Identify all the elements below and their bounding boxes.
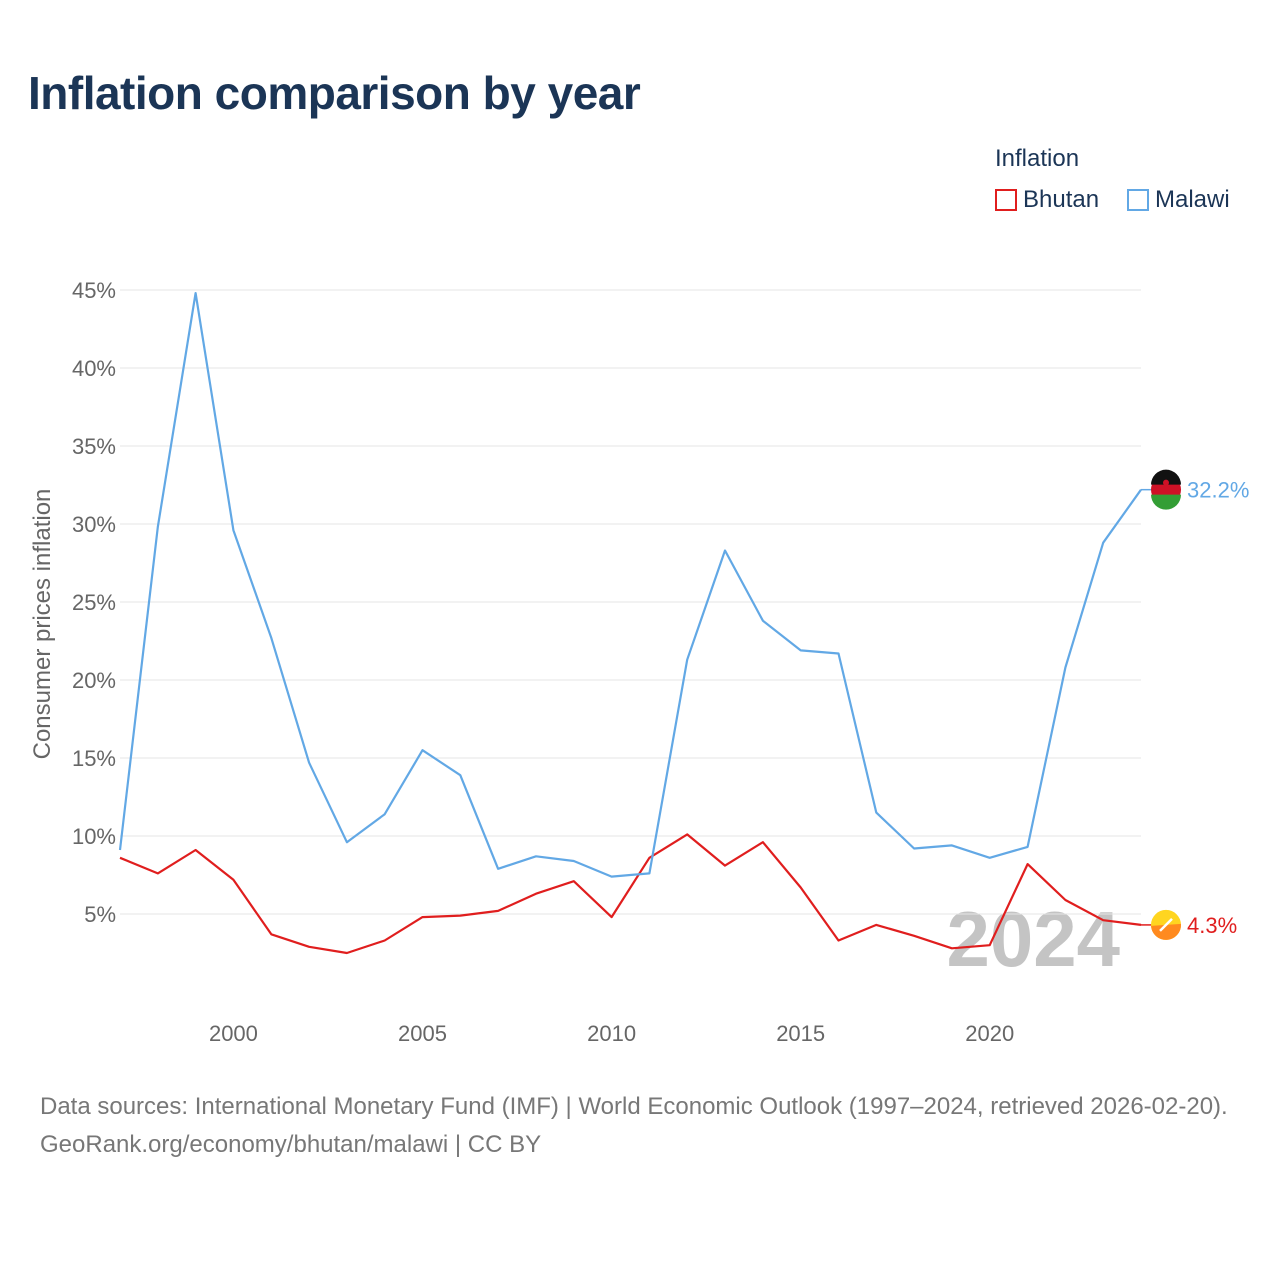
x-tick-label: 2005 <box>398 1021 447 1046</box>
legend-swatch-bhutan <box>995 189 1017 211</box>
malawi-flag-sun <box>1163 479 1169 486</box>
y-axis-label: Consumer prices inflation <box>29 489 56 760</box>
legend-title: Inflation <box>995 145 1080 172</box>
y-tick-label: 35% <box>72 434 116 459</box>
year-watermark: 2024 <box>946 895 1120 983</box>
x-tick-label: 2020 <box>965 1021 1014 1046</box>
series-line-malawi <box>118 292 1142 878</box>
y-tick-label: 5% <box>84 902 116 927</box>
data-sources: Data sources: International Monetary Fun… <box>40 1093 1228 1120</box>
y-tick-label: 25% <box>72 590 116 615</box>
y-tick-label: 40% <box>72 356 116 381</box>
legend-swatch-malawi <box>1127 189 1149 211</box>
footer: Data sources: International Monetary Fun… <box>40 1088 1250 1164</box>
x-tick-label: 2010 <box>587 1021 636 1046</box>
y-tick-label: 15% <box>72 746 116 771</box>
chart-title: Inflation comparison by year <box>28 67 641 119</box>
end-value-label-bhutan: 4.3% <box>1187 913 1237 938</box>
line-chart: 2024 5% 10% 15% 20% 25% 30% 35% 40% 45% 2000 2005 20… <box>29 278 1249 1046</box>
legend-label-malawi: Malawi <box>1155 186 1230 213</box>
x-tick-label: 2000 <box>209 1021 258 1046</box>
y-tick-label: 10% <box>72 824 116 849</box>
credit-line: GeoRank.org/economy/bhutan/malawi | CC B… <box>40 1131 542 1158</box>
y-tick-label: 20% <box>72 668 116 693</box>
legend-item-bhutan[interactable]: Bhutan <box>995 186 1099 214</box>
bhutan-flag-dragon <box>1159 918 1173 932</box>
end-value-label-malawi: 32.2% <box>1187 478 1249 503</box>
malawi-flag-green-band <box>1151 494 1181 510</box>
series-line-bhutan <box>119 833 1142 955</box>
y-tick-label: 30% <box>72 512 116 537</box>
y-tick-label: 45% <box>72 278 116 303</box>
bhutan-flag-orange-half <box>1151 923 1182 940</box>
malawi-flag-black-band <box>1151 469 1181 485</box>
legend-item-malawi[interactable]: Malawi <box>1127 186 1230 214</box>
x-tick-label: 2015 <box>776 1021 825 1046</box>
legend-label-bhutan: Bhutan <box>1023 186 1100 213</box>
